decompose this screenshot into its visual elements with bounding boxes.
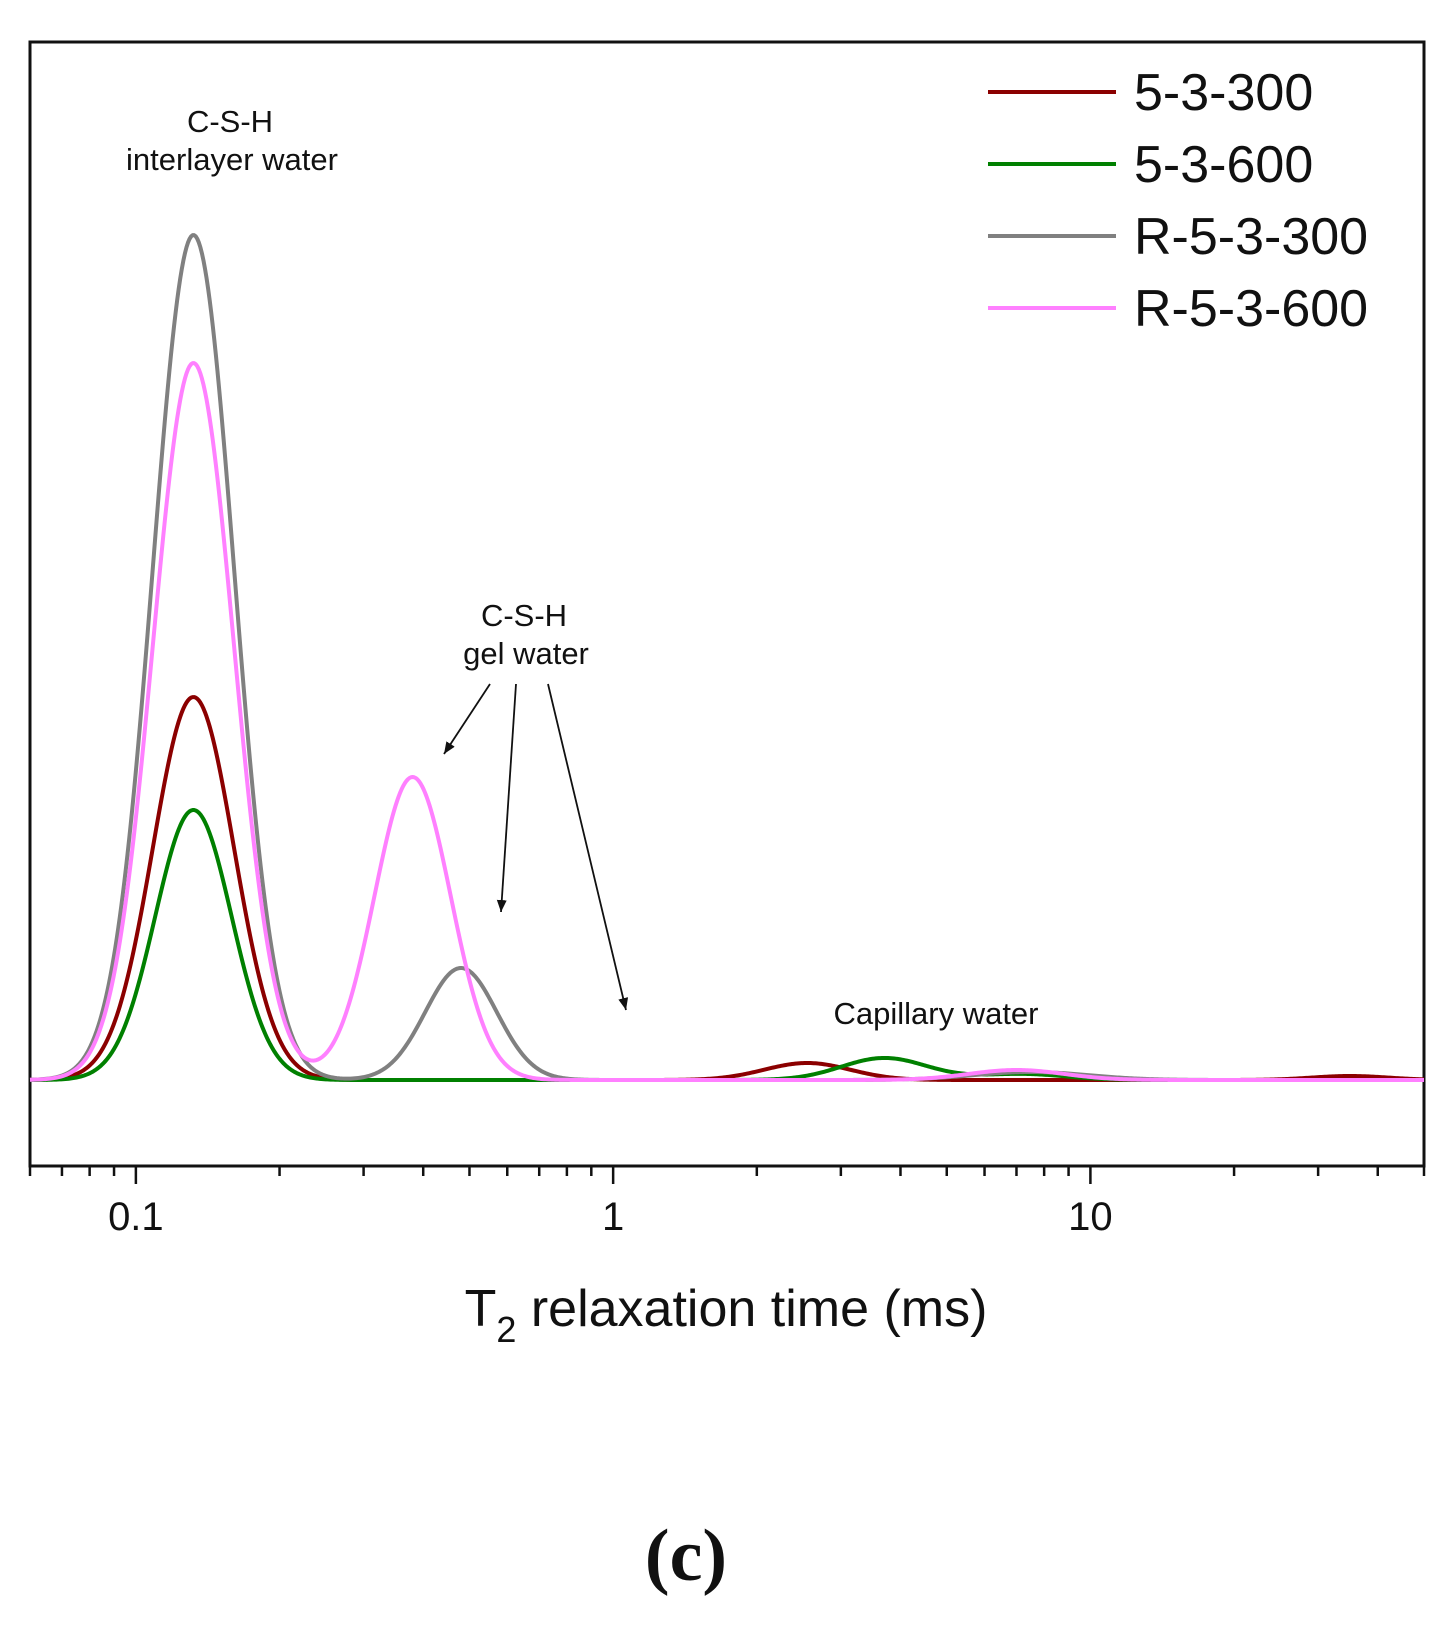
x-axis-title: T2 relaxation time (ms) — [465, 1280, 988, 1350]
legend-label-5-3-300: 5-3-300 — [1134, 64, 1313, 122]
x-tick-label: 10 — [1068, 1195, 1113, 1239]
gel-arrow-2 — [496, 683, 517, 913]
legend-label-5-3-600: 5-3-600 — [1134, 136, 1313, 194]
x-axis-title-subscript: 2 — [496, 1309, 516, 1350]
x-axis-title-t: T — [465, 1280, 497, 1338]
series-line-5-3-300 — [29, 695, 1425, 1082]
panel-label: (c) — [645, 1515, 727, 1597]
annotation-gel-line2: gel water — [463, 636, 589, 671]
data-curves — [29, 233, 1425, 1082]
legend: 5-3-300 5-3-600 R-5-3-300 R-5-3-600 — [988, 64, 1368, 338]
annotation-gel: C-S-H gel water — [443, 598, 629, 1011]
plot-frame — [28, 40, 1426, 1168]
series-line-5-3-600 — [29, 808, 1425, 1082]
legend-label-r-5-3-300: R-5-3-300 — [1134, 208, 1368, 266]
legend-label-r-5-3-600: R-5-3-600 — [1134, 280, 1368, 338]
annotation-interlayer-line2: interlayer water — [126, 142, 338, 177]
annotation-interlayer-line1: C-S-H — [187, 104, 273, 139]
gel-arrow-1 — [443, 683, 491, 755]
annotation-gel-line1: C-S-H — [481, 598, 567, 633]
annotation-capillary-text: Capillary water — [833, 996, 1038, 1031]
series-line-r-5-3-600 — [29, 361, 1425, 1082]
x-tick-label: 0.1 — [108, 1195, 164, 1239]
x-axis-ticks — [28, 1166, 1426, 1184]
annotation-interlayer: C-S-H interlayer water — [126, 104, 338, 177]
annotation-capillary: Capillary water — [833, 996, 1038, 1031]
x-axis-title-rest: relaxation time (ms) — [516, 1280, 987, 1338]
x-axis-tick-labels: 0.1 1 10 — [108, 1195, 1113, 1239]
gel-arrow-3 — [547, 683, 629, 1011]
x-tick-label: 1 — [602, 1195, 624, 1239]
